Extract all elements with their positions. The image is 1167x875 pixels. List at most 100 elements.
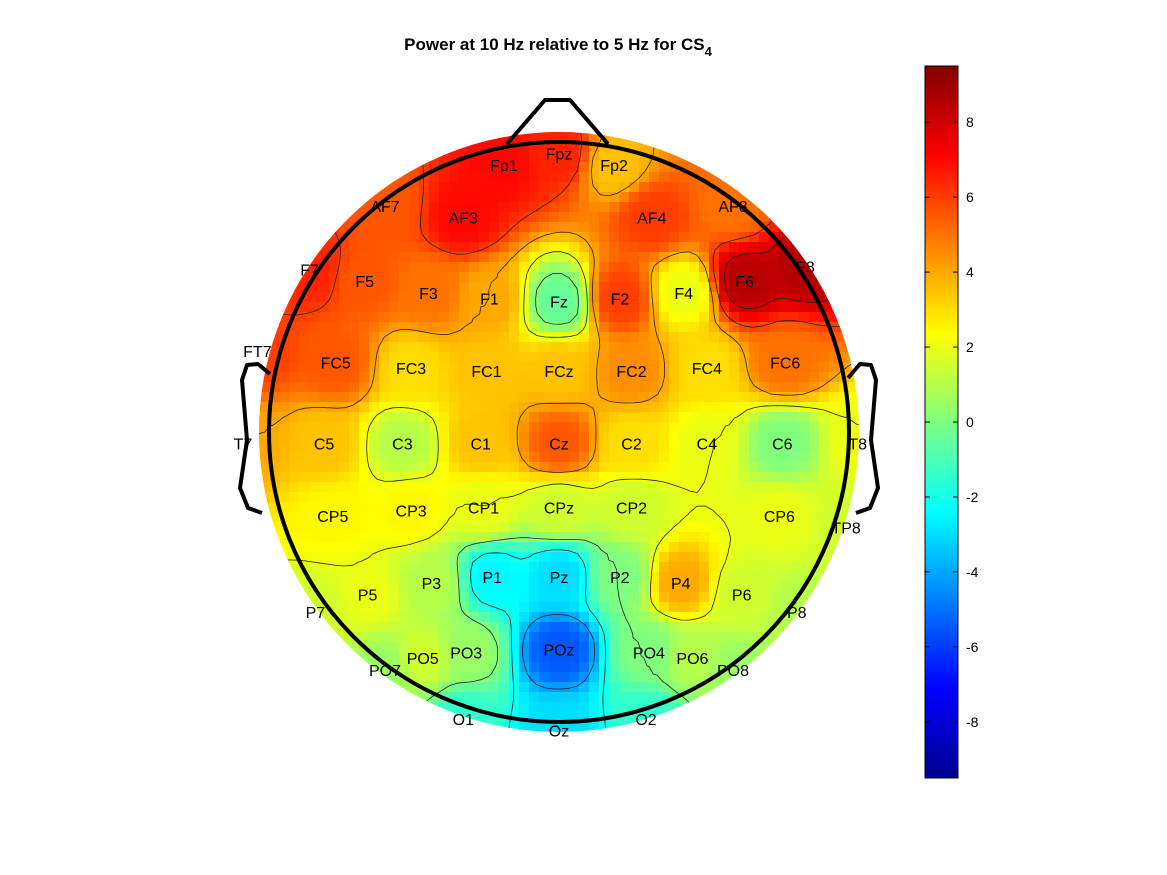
heatmap-cell [439, 312, 450, 323]
heatmap-cell [579, 282, 590, 293]
heatmap-cell [349, 622, 360, 633]
heatmap-cell [619, 372, 630, 383]
heatmap-cell [579, 692, 590, 703]
heatmap-cell [519, 702, 530, 713]
heatmap-cell [789, 222, 800, 233]
heatmap-cell [439, 232, 450, 243]
heatmap-cell [789, 282, 800, 293]
heatmap-cell [489, 442, 500, 453]
heatmap-cell [649, 362, 660, 373]
heatmap-cell [729, 502, 740, 513]
heatmap-cell [559, 222, 570, 233]
heatmap-cell [319, 432, 330, 443]
heatmap-cell [779, 412, 790, 423]
heatmap-cell [819, 552, 830, 563]
heatmap-cell [589, 392, 600, 403]
heatmap-cell [769, 612, 780, 623]
heatmap-cell [609, 392, 620, 403]
heatmap-cell [669, 452, 680, 463]
heatmap-cell [379, 572, 390, 583]
heatmap-cell [659, 572, 670, 583]
heatmap-cell [679, 452, 690, 463]
heatmap-cell [739, 392, 750, 403]
heatmap-cell [279, 342, 290, 353]
heatmap-cell [799, 372, 810, 383]
heatmap-cell [599, 372, 610, 383]
heatmap-cell [489, 732, 500, 743]
heatmap-cell [749, 652, 760, 663]
heatmap-cell [329, 602, 340, 613]
heatmap-cell [449, 332, 460, 343]
heatmap-cell [539, 482, 550, 493]
heatmap-cell [529, 282, 540, 293]
heatmap-cell [409, 322, 420, 333]
heatmap-cell [649, 252, 660, 263]
heatmap-cell [759, 422, 770, 433]
heatmap-cell [319, 502, 330, 513]
heatmap-cell [359, 452, 370, 463]
heatmap-cell [449, 462, 460, 473]
heatmap-cell [669, 282, 680, 293]
heatmap-cell [779, 472, 790, 483]
heatmap-cell [719, 232, 730, 243]
heatmap-cell [489, 562, 500, 573]
heatmap-cell [259, 412, 260, 423]
heatmap-cell [629, 602, 640, 613]
heatmap-cell [529, 132, 540, 143]
heatmap-cell [739, 302, 750, 313]
heatmap-cell [569, 692, 580, 703]
heatmap-cell [439, 172, 450, 183]
heatmap-cell [549, 142, 560, 153]
heatmap-cell [729, 602, 740, 613]
heatmap-cell [469, 292, 480, 303]
heatmap-cell [439, 392, 450, 403]
heatmap-cell [269, 322, 280, 333]
heatmap-cell [529, 412, 540, 423]
heatmap-cell [299, 552, 310, 563]
heatmap-cell [859, 382, 870, 393]
heatmap-cell [699, 682, 710, 693]
heatmap-cell [619, 142, 630, 153]
heatmap-cell [699, 632, 710, 643]
heatmap-cell [339, 402, 350, 413]
heatmap-cell [599, 492, 610, 503]
heatmap-cell [779, 392, 790, 403]
heatmap-cell [329, 582, 340, 593]
heatmap-cell [459, 532, 470, 543]
heatmap-cell [509, 222, 520, 233]
heatmap-cell [339, 382, 350, 393]
heatmap-cell [679, 152, 690, 163]
heatmap-cell [499, 672, 510, 683]
heatmap-cell [509, 662, 520, 673]
heatmap-cell [649, 542, 660, 553]
heatmap-cell [459, 512, 470, 523]
heatmap-cell [479, 322, 490, 333]
heatmap-cell [779, 212, 790, 223]
heatmap-cell [579, 652, 590, 663]
heatmap-cell [769, 272, 780, 283]
heatmap-cell [629, 142, 640, 153]
heatmap-cell [789, 462, 800, 473]
heatmap-cell [699, 572, 710, 583]
heatmap-cell [409, 262, 420, 273]
heatmap-cell [359, 612, 370, 623]
heatmap-cell [609, 232, 620, 243]
heatmap-cell [539, 162, 550, 173]
heatmap-cell [339, 492, 350, 503]
heatmap-cell [379, 182, 390, 193]
heatmap-cell [419, 152, 430, 163]
heatmap-cell [649, 572, 660, 583]
heatmap-cell [559, 302, 570, 313]
heatmap-cell [849, 482, 859, 493]
heatmap-cell [469, 592, 480, 603]
heatmap-cell [319, 302, 330, 313]
heatmap-cell [529, 392, 540, 403]
heatmap-cell [689, 452, 700, 463]
electrode-label-p1: P1 [483, 570, 503, 587]
heatmap-cell [319, 462, 330, 473]
heatmap-cell [589, 472, 600, 483]
heatmap-cell [489, 672, 500, 683]
heatmap-cell [659, 472, 670, 483]
heatmap-cell [629, 512, 640, 523]
heatmap-cell [509, 522, 520, 533]
